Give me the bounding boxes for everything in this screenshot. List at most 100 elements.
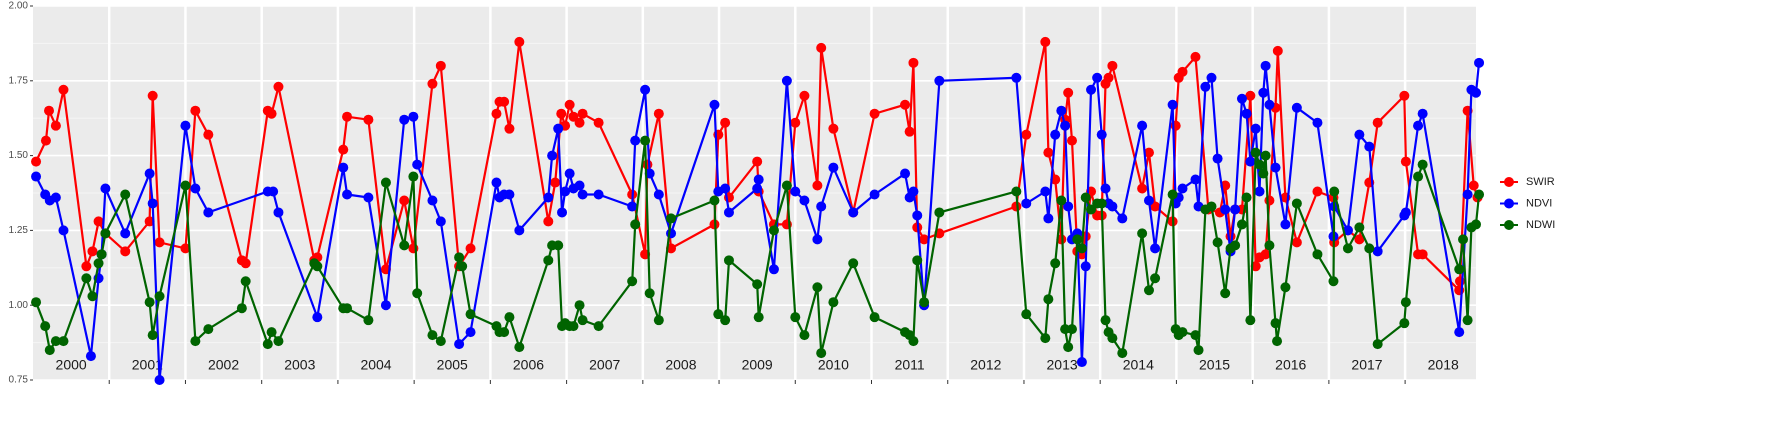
data-point (1417, 249, 1428, 260)
data-point (427, 195, 438, 206)
series-line (35, 62, 1481, 381)
data-point (781, 180, 792, 191)
data-point (144, 168, 155, 179)
data-point (812, 234, 823, 245)
legend-label: SWIR (1526, 176, 1555, 188)
data-point (399, 195, 410, 206)
data-point (630, 135, 641, 146)
data-point (454, 252, 465, 263)
data-point (1080, 192, 1091, 203)
data-point (1040, 333, 1051, 344)
data-point (1066, 324, 1077, 335)
data-point (1250, 147, 1261, 158)
year-label: 2005 (437, 357, 468, 373)
data-point (1291, 102, 1302, 113)
data-point (81, 261, 92, 272)
data-point (1107, 60, 1118, 71)
data-point (790, 186, 801, 197)
data-point (1060, 324, 1071, 335)
data-point (1117, 348, 1128, 359)
data-point (338, 144, 349, 155)
data-point (644, 288, 655, 299)
data-point (1471, 87, 1481, 98)
data-point (1454, 327, 1465, 338)
data-point (147, 90, 158, 101)
data-point (504, 123, 515, 134)
data-point (1086, 204, 1097, 215)
data-point (1043, 294, 1054, 305)
data-point (666, 213, 677, 224)
data-point (934, 207, 945, 218)
data-point (1241, 192, 1252, 203)
data-point (828, 297, 839, 308)
data-point (752, 156, 763, 167)
data-point (753, 174, 764, 185)
data-point (457, 261, 468, 272)
y-tick-label: 0.75 (9, 375, 29, 386)
data-point (1107, 201, 1118, 212)
data-point (435, 336, 446, 347)
data-point (1372, 339, 1383, 350)
data-point (514, 225, 525, 236)
data-point (180, 243, 191, 254)
year-label: 2003 (284, 357, 315, 373)
data-point (1021, 198, 1032, 209)
data-point (1354, 129, 1365, 140)
data-point (50, 120, 61, 131)
data-point (1096, 129, 1107, 140)
data-point (312, 261, 323, 272)
data-point (180, 120, 191, 131)
data-point (1354, 234, 1365, 245)
data-point (58, 225, 69, 236)
data-point (640, 84, 651, 95)
year-label: 2018 (1428, 357, 1459, 373)
data-point (273, 207, 284, 218)
data-point (190, 105, 201, 116)
data-point (1200, 81, 1211, 92)
data-point (240, 258, 251, 269)
y-tick-label: 2.00 (9, 1, 29, 12)
data-point (144, 216, 155, 227)
data-point (627, 201, 638, 212)
data-point (190, 336, 201, 347)
data-point (816, 201, 827, 212)
data-point (593, 189, 604, 200)
data-point (1291, 198, 1302, 209)
data-point (1272, 45, 1283, 56)
data-point (154, 291, 165, 302)
data-point (1177, 66, 1188, 77)
data-point (1167, 189, 1178, 200)
legend-key-point (1504, 198, 1514, 209)
data-point (50, 192, 61, 203)
data-point (154, 375, 165, 385)
data-point (574, 117, 585, 128)
data-point (1190, 174, 1201, 185)
data-point (342, 111, 353, 122)
data-point (812, 180, 823, 191)
data-point (1150, 273, 1161, 284)
data-point (1177, 327, 1188, 338)
data-point (262, 339, 273, 350)
data-point (1254, 186, 1265, 197)
data-point (799, 90, 810, 101)
data-point (577, 108, 588, 119)
data-point (1270, 162, 1281, 173)
data-point (869, 189, 880, 200)
data-point (869, 312, 880, 323)
data-point (723, 255, 734, 266)
data-point (1137, 228, 1148, 239)
data-point (1260, 150, 1271, 161)
data-point (236, 303, 247, 314)
year-label: 2016 (1275, 357, 1306, 373)
data-point (1312, 249, 1323, 260)
data-point (912, 210, 923, 221)
year-label: 2010 (818, 357, 849, 373)
data-point (653, 108, 664, 119)
data-point (919, 234, 930, 245)
data-point (44, 345, 55, 356)
data-point (1417, 108, 1428, 119)
data-point (1272, 336, 1283, 347)
data-point (1417, 159, 1428, 170)
data-point (380, 177, 391, 188)
data-point (1212, 237, 1223, 248)
